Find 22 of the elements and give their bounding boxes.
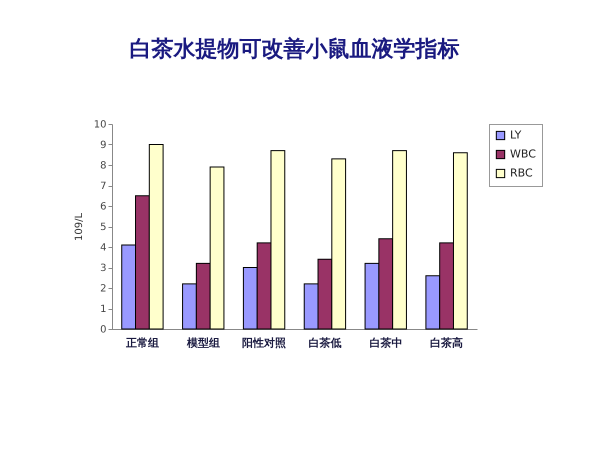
y-tick-label: 9 — [100, 140, 106, 151]
legend-label: RBC — [510, 166, 533, 180]
y-tick-label: 0 — [100, 324, 106, 336]
y-tick-label: 6 — [100, 202, 106, 212]
y-tick-label: 5 — [100, 222, 106, 233]
x-tick-label: 阳性对照 — [242, 336, 286, 350]
legend-label: LY — [510, 128, 522, 142]
x-tick-label: 白茶高 — [430, 336, 464, 350]
y-tick-label: 10 — [94, 120, 106, 130]
x-tick-label: 模型组 — [186, 336, 220, 350]
y-axis-title: 109/L — [74, 212, 85, 242]
x-tick-label: 正常组 — [124, 336, 159, 350]
legend-label: WBC — [510, 148, 536, 160]
chart-title: 白茶水提物可改善小鼠血液学指标 — [130, 36, 460, 62]
y-tick-label: 8 — [100, 160, 106, 172]
y-tick-label: 7 — [100, 181, 106, 192]
y-tick-label: 3 — [100, 263, 106, 274]
y-tick-label: 4 — [100, 242, 106, 254]
y-tick-label: 1 — [100, 304, 106, 315]
x-tick-label: 白茶低 — [308, 336, 342, 350]
x-tick-label: 白茶中 — [369, 336, 402, 350]
y-tick-label: 2 — [100, 284, 106, 294]
